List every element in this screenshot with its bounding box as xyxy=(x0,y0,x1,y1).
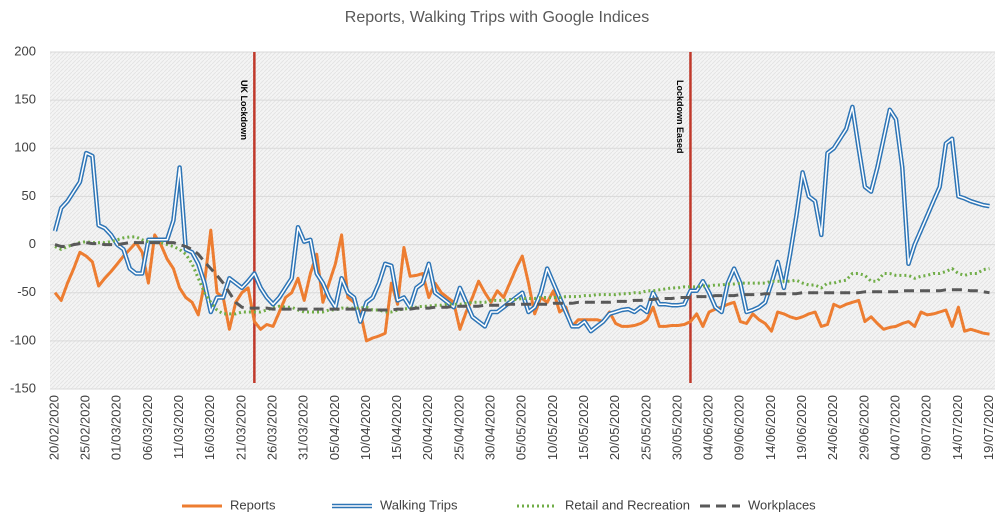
x-tick-label: 25/04/2020 xyxy=(451,395,466,460)
x-tick-label: 25/02/2020 xyxy=(78,395,93,460)
x-tick-label: 04/06/2020 xyxy=(701,395,716,460)
legend-label: Reports xyxy=(230,497,276,512)
x-tick-label: 19/06/2020 xyxy=(794,395,809,460)
y-tick-label: 100 xyxy=(14,140,36,155)
y-tick-label: 200 xyxy=(14,43,36,58)
x-tick-label: 14/07/2020 xyxy=(950,395,965,460)
x-tick-label: 15/05/2020 xyxy=(576,395,591,460)
legend-label: Workplaces xyxy=(748,497,816,512)
x-tick-label: 19/07/2020 xyxy=(981,395,995,460)
x-tick-label: 10/05/2020 xyxy=(545,395,560,460)
x-tick-label: 09/07/2020 xyxy=(919,395,934,460)
legend-label: Retail and Recreation xyxy=(565,497,690,512)
y-tick-label: 150 xyxy=(14,92,36,107)
x-tick-label: 05/05/2020 xyxy=(514,395,529,460)
x-tick-label: 21/03/2020 xyxy=(233,395,248,460)
series-line xyxy=(54,235,990,316)
plot-area xyxy=(50,52,995,389)
series-line xyxy=(54,241,990,312)
x-tick-label: 25/05/2020 xyxy=(638,395,653,460)
annotation-label: Lockdown Eased xyxy=(675,80,685,154)
x-tick-label: 30/05/2020 xyxy=(669,395,684,460)
x-tick-label: 01/03/2020 xyxy=(109,395,124,460)
y-tick-label: -50 xyxy=(17,284,36,299)
x-tick-label: 24/06/2020 xyxy=(825,395,840,460)
legend-label: Walking Trips xyxy=(380,497,458,512)
x-tick-label: 26/03/2020 xyxy=(264,395,279,460)
x-tick-label: 04/07/2020 xyxy=(887,395,902,460)
y-tick-label: 0 xyxy=(29,236,36,251)
y-tick-label: 50 xyxy=(22,188,36,203)
x-tick-label: 20/05/2020 xyxy=(607,395,622,460)
series-line-inner xyxy=(54,106,990,332)
y-tick-label: -100 xyxy=(10,332,36,347)
annotation-label: UK Lockdown xyxy=(239,80,249,140)
x-tick-label: 16/03/2020 xyxy=(202,395,217,460)
x-tick-label: 30/04/2020 xyxy=(483,395,498,460)
x-tick-label: 06/03/2020 xyxy=(140,395,155,460)
x-tick-label: 11/03/2020 xyxy=(171,395,186,459)
x-tick-label: 20/04/2020 xyxy=(420,395,435,460)
x-tick-label: 29/06/2020 xyxy=(856,395,871,460)
x-tick-label: 15/04/2020 xyxy=(389,395,404,460)
x-tick-label: 05/04/2020 xyxy=(327,395,342,460)
chart-title: Reports, Walking Trips with Google Indic… xyxy=(345,9,649,26)
x-tick-label: 10/04/2020 xyxy=(358,395,373,460)
y-tick-label: -150 xyxy=(10,380,36,395)
x-tick-label: 14/06/2020 xyxy=(763,395,778,460)
series-line xyxy=(53,228,990,343)
x-tick-label: 20/02/2020 xyxy=(46,395,61,460)
x-tick-label: 09/06/2020 xyxy=(732,395,747,460)
x-tick-label: 31/03/2020 xyxy=(296,395,311,460)
